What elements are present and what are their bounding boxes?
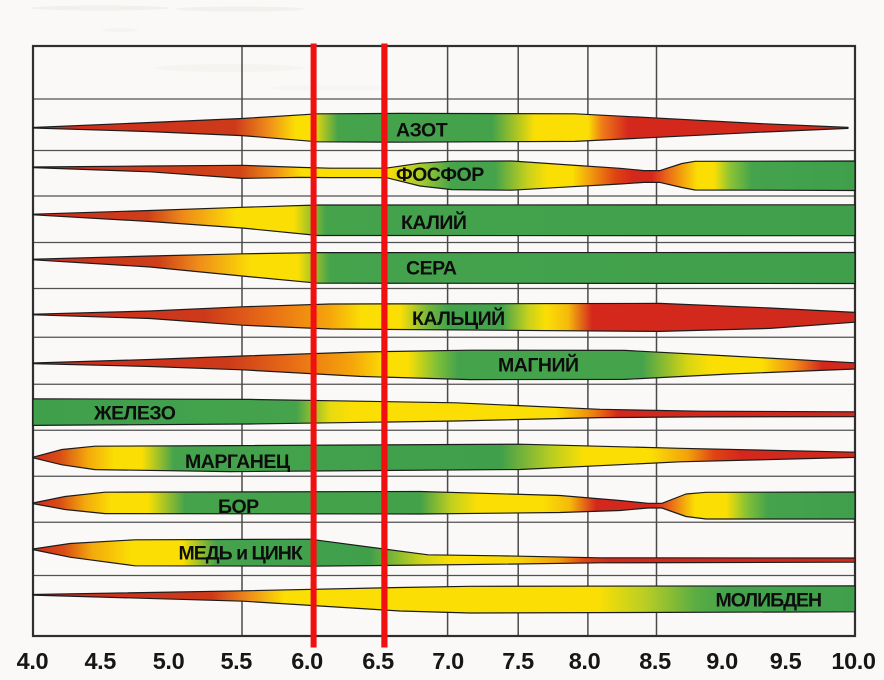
svg-text:10.0: 10.0: [831, 648, 875, 674]
svg-text:ЖЕЛЕЗО: ЖЕЛЕЗО: [93, 403, 176, 425]
svg-text:МАРГАНЕЦ: МАРГАНЕЦ: [185, 451, 291, 473]
svg-text:6.0: 6.0: [291, 648, 323, 674]
svg-text:КАЛИЙ: КАЛИЙ: [401, 210, 466, 234]
svg-text:МЕДЬ и ЦИНК: МЕДЬ и ЦИНК: [179, 543, 303, 565]
svg-text:АЗОТ: АЗОТ: [396, 119, 448, 141]
svg-text:5.0: 5.0: [153, 648, 185, 674]
svg-text:7.0: 7.0: [432, 648, 464, 674]
svg-text:9.0: 9.0: [706, 648, 738, 674]
svg-text:ФОСФОР: ФОСФОР: [396, 164, 484, 186]
svg-text:КАЛЬЦИЙ: КАЛЬЦИЙ: [412, 306, 505, 330]
svg-text:8.0: 8.0: [569, 648, 601, 674]
svg-text:7.5: 7.5: [502, 648, 534, 674]
svg-text:МОЛИБДЕН: МОЛИБДЕН: [716, 590, 822, 612]
svg-text:9.5: 9.5: [770, 648, 802, 674]
svg-text:4.5: 4.5: [84, 648, 116, 674]
svg-text:БОР: БОР: [218, 496, 259, 518]
svg-text:4.0: 4.0: [17, 648, 49, 674]
svg-text:6.5: 6.5: [362, 648, 394, 674]
svg-text:8.5: 8.5: [639, 648, 671, 674]
svg-text:5.5: 5.5: [220, 648, 252, 674]
svg-text:МАГНИЙ: МАГНИЙ: [498, 353, 579, 377]
svg-text:СЕРА: СЕРА: [406, 258, 457, 280]
